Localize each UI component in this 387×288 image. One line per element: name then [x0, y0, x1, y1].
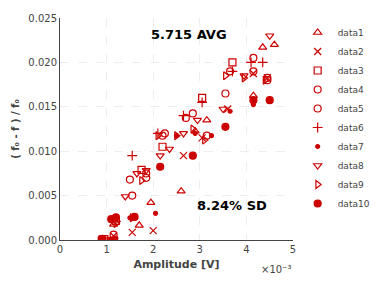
svg-text:0.010: 0.010 [28, 146, 57, 157]
svg-text:data7: data7 [338, 142, 364, 152]
svg-text:( f₀ - f ) / f₀: ( f₀ - f ) / f₀ [10, 99, 21, 159]
svg-text:data2: data2 [338, 47, 364, 57]
svg-text:data5: data5 [338, 104, 364, 114]
svg-text:0.000: 0.000 [28, 235, 57, 246]
svg-text:0.005: 0.005 [28, 190, 57, 201]
svg-text:5.715 AVG: 5.715 AVG [151, 27, 227, 42]
svg-text:4: 4 [243, 244, 249, 255]
svg-text:1: 1 [103, 244, 109, 255]
svg-text:8.24% SD: 8.24% SD [197, 198, 267, 213]
svg-text:0.015: 0.015 [28, 101, 57, 112]
svg-text:2: 2 [150, 244, 156, 255]
svg-text:0.020: 0.020 [28, 57, 57, 68]
svg-text:data4: data4 [338, 85, 364, 95]
svg-text:data1: data1 [338, 28, 364, 38]
svg-text:5: 5 [290, 244, 296, 255]
svg-text:0: 0 [57, 244, 63, 255]
svg-text:data9: data9 [338, 180, 364, 190]
svg-text:0.025: 0.025 [28, 13, 57, 24]
svg-text:data10: data10 [338, 199, 370, 209]
svg-text:data8: data8 [338, 161, 364, 171]
svg-text:data6: data6 [338, 123, 364, 133]
svg-text:3: 3 [197, 244, 203, 255]
svg-text:data3: data3 [338, 66, 364, 76]
svg-text:Amplitude [V]: Amplitude [V] [133, 258, 219, 271]
svg-text:×10⁻³: ×10⁻³ [261, 264, 291, 275]
